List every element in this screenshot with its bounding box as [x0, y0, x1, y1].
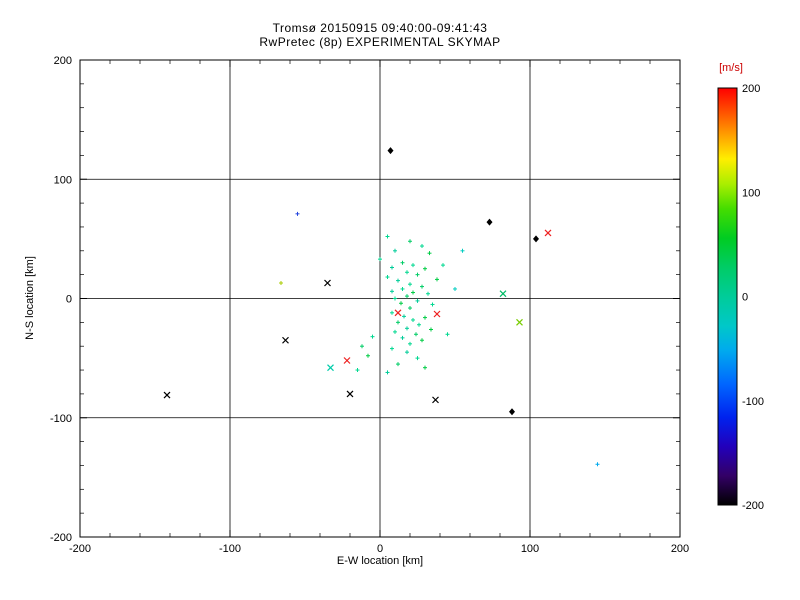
scatter-points	[163, 147, 600, 467]
x-tick-label: 200	[671, 543, 689, 555]
colorbar-tick-label: -100	[742, 396, 764, 408]
y-tick-label: 200	[54, 55, 72, 67]
x-tick-label: 0	[377, 543, 383, 555]
colorbar-label: [m/s]	[719, 62, 743, 74]
colorbar-tick-label: 100	[742, 187, 760, 199]
colorbar: 200 100 0 -100 -200	[717, 83, 764, 512]
y-tick-label: -100	[50, 413, 72, 425]
y-tick-label: 0	[66, 294, 72, 306]
plot-subtitle: RwPretec (8p) EXPERIMENTAL SKYMAP	[259, 35, 501, 49]
y-axis-label: N-S location [km]	[24, 256, 36, 340]
y-tick-label: 100	[54, 174, 72, 186]
y-tick-label: -200	[50, 532, 72, 544]
colorbar-tick-label: 0	[742, 292, 748, 304]
plot-title: Tromsø 20150915 09:40:00-09:41:43	[272, 21, 488, 35]
x-tick-label: -200	[69, 543, 91, 555]
colorbar-tick-label: -200	[742, 500, 764, 512]
x-axis-label: E-W location [km]	[336, 555, 424, 567]
x-tick-label: -100	[219, 543, 241, 555]
colorbar-tick-label: 200	[742, 83, 760, 95]
x-tick-label: 100	[521, 543, 539, 555]
plot-axes: -200 -100 0 100 200 -200 -100 0 100 200	[50, 55, 689, 555]
